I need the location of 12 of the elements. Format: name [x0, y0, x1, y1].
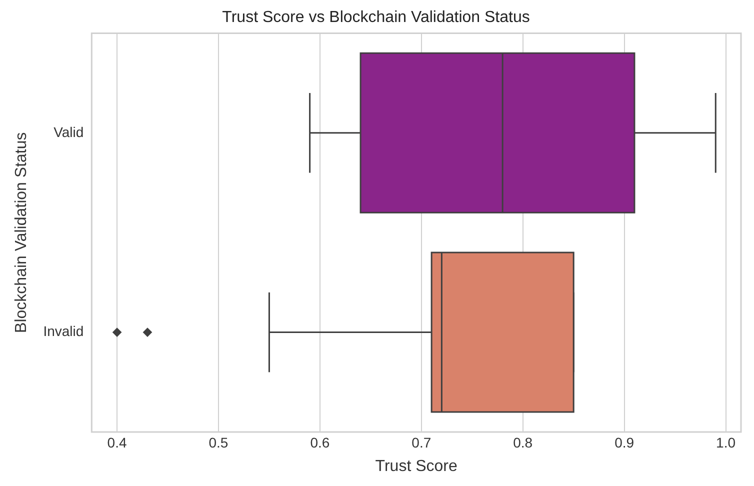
chart-title: Trust Score vs Blockchain Validation Status [222, 9, 530, 26]
x-tick-label: 0.9 [614, 434, 634, 450]
x-tick-label: 0.7 [412, 434, 432, 450]
x-axis-title: Trust Score [375, 458, 458, 475]
y-tick-label: Invalid [43, 323, 84, 340]
x-tick-label: 1.0 [716, 434, 736, 450]
y-tick-label: Valid [54, 124, 84, 140]
x-tick-label: 0.5 [208, 434, 228, 450]
x-tick-label: 0.4 [107, 434, 127, 450]
y-axis-title: Blockchain Validation Status [13, 132, 30, 333]
x-tick-label: 0.6 [310, 434, 330, 450]
x-tick-label: 0.8 [513, 434, 533, 450]
